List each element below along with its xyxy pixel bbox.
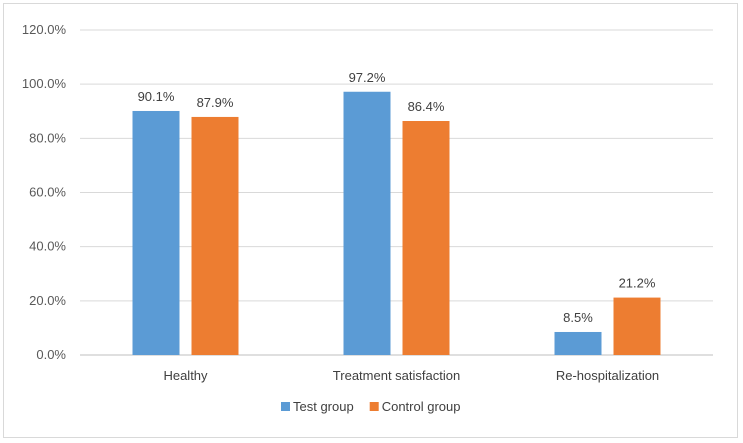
data-labels: 90.1% 87.9% 97.2% 86.4% 8.5% 21.2% [138,70,656,325]
y-tick-label: 80.0% [29,130,66,145]
legend-swatch [369,402,379,411]
y-tick-label: 40.0% [29,239,66,254]
data-label: 97.2% [349,70,386,85]
y-tick-label: 120.0% [22,22,67,37]
legend: Test group Control group [281,399,460,414]
category-labels: Healthy Treatment satisfaction Re-hospital… [163,368,659,383]
bar-test-group [343,91,391,355]
data-label: 90.1% [138,89,175,104]
y-tick-label: 0.0% [36,347,66,362]
legend-label: Control group [382,399,461,414]
data-label: 8.5% [563,310,593,325]
bars [132,91,661,356]
data-label: 21.2% [619,276,656,291]
legend-swatch [281,402,290,411]
bar-control-group [191,116,239,355]
bar-test-group [554,331,602,355]
category-label: Healthy [163,368,208,383]
y-tick-label: 20.0% [29,293,66,308]
data-label: 87.9% [197,95,234,110]
bar-test-group [132,110,180,356]
y-tick-label: 60.0% [29,185,66,200]
category-label: Treatment satisfaction [333,368,460,383]
y-tick-label: 100.0% [22,76,67,91]
gridlines [80,29,713,356]
bar-control-group [613,297,661,355]
data-label: 86.4% [408,99,445,114]
category-label: Re-hospitalization [556,368,659,383]
y-axis-tick-labels: 0.0% 20.0% 40.0% 60.0% 80.0% 100.0% 120.0% [22,22,67,362]
bar-control-group [402,121,450,355]
legend-label: Test group [293,399,354,414]
